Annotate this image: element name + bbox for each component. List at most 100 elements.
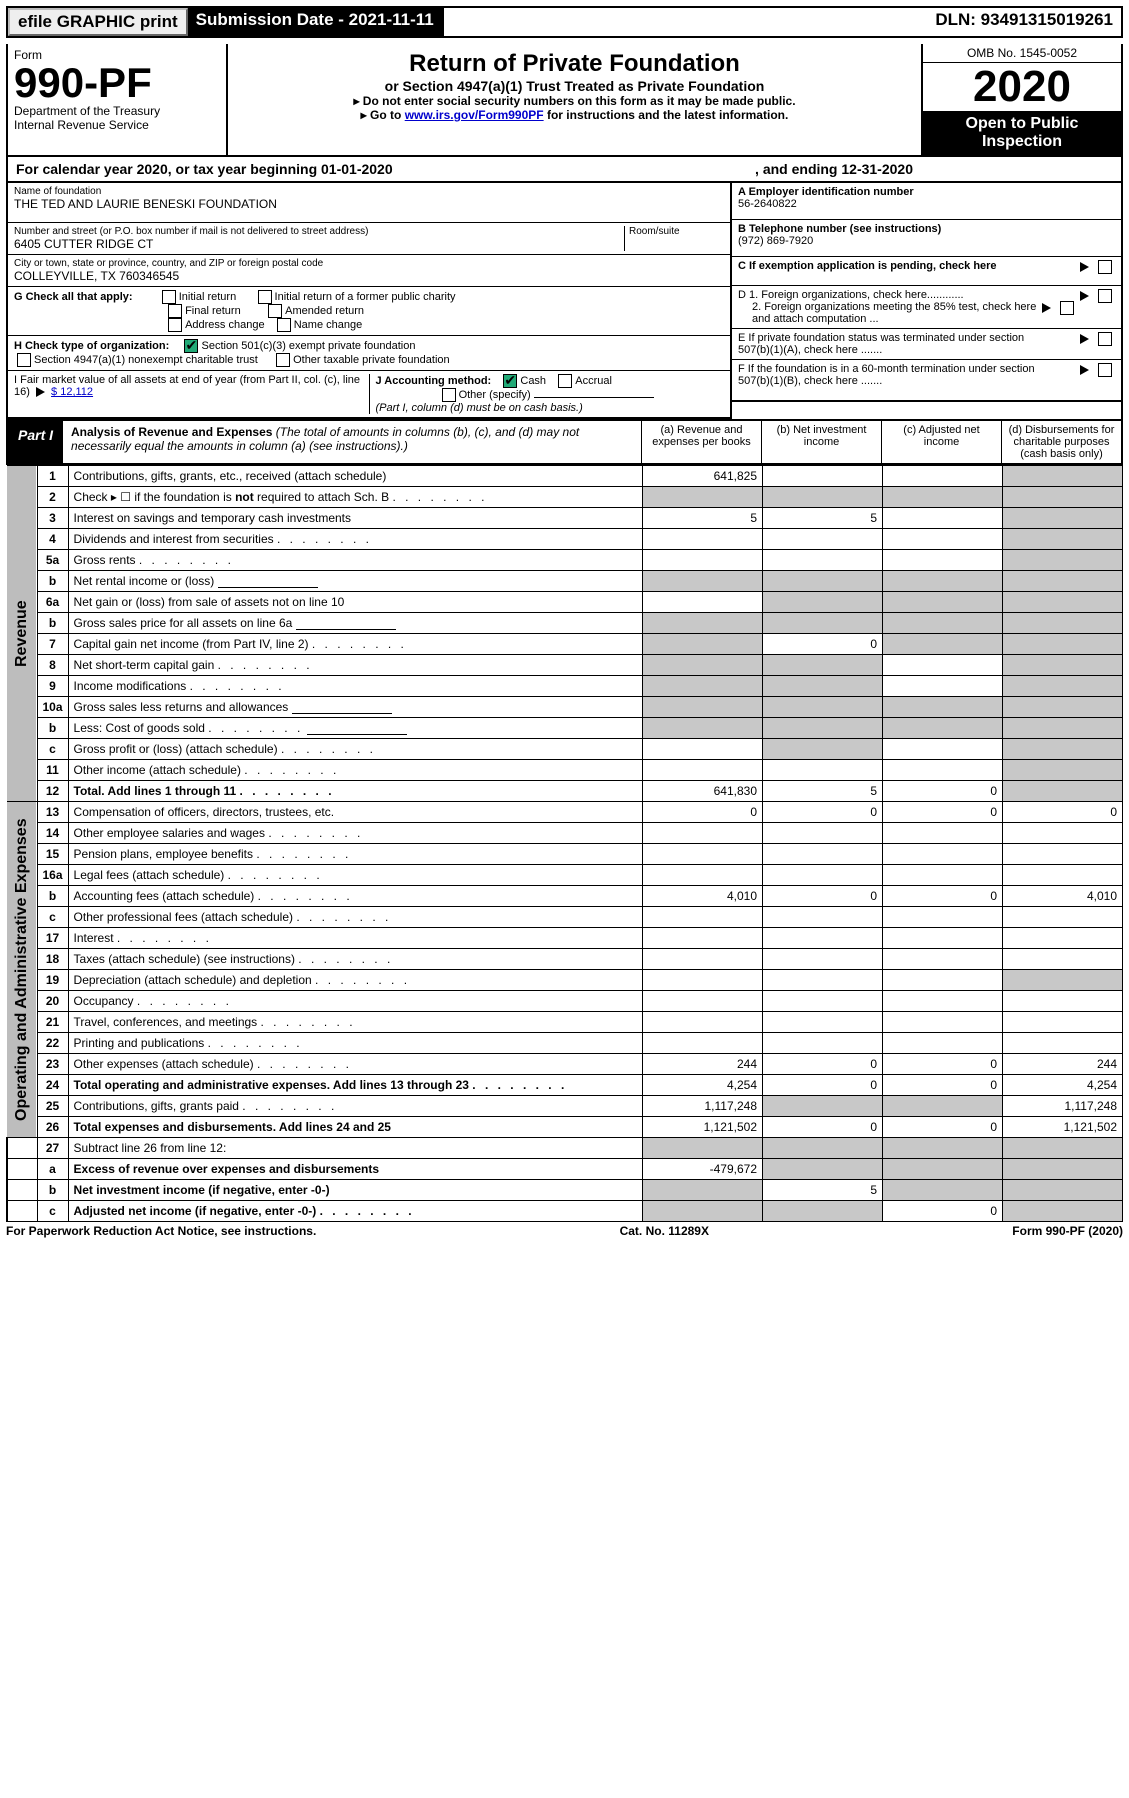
col-c-value: [883, 760, 1003, 781]
col-b-value: [763, 697, 883, 718]
h-label: H Check type of organization:: [14, 340, 169, 352]
checkbox-accrual[interactable]: [558, 374, 572, 388]
line-number: 18: [37, 949, 68, 970]
checkbox-other-taxable[interactable]: [276, 353, 290, 367]
note-ssn: ▸ Do not enter social security numbers o…: [234, 94, 915, 108]
col-a-value: [643, 970, 763, 991]
col-a-value: [643, 1012, 763, 1033]
fmv-value[interactable]: $ 12,112: [51, 386, 93, 398]
col-c-value: [883, 991, 1003, 1012]
line-label: Gross sales less returns and allowances: [68, 697, 642, 718]
col-c-value: 0: [883, 1054, 1003, 1075]
col-d-value: 4,010: [1003, 886, 1123, 907]
ein-value: 56-2640822: [738, 198, 797, 210]
checkbox-name-change[interactable]: [277, 318, 291, 332]
line-number: 26: [37, 1117, 68, 1138]
omb-number: OMB No. 1545-0052: [923, 44, 1121, 63]
tel-cell: B Telephone number (see instructions) (9…: [732, 220, 1121, 257]
col-a-value: [643, 487, 763, 508]
line-label: Less: Cost of goods sold . . . . . . . .: [68, 718, 642, 739]
line-label: Total. Add lines 1 through 11 . . . . . …: [68, 781, 642, 802]
checkbox-amended-return[interactable]: [268, 304, 282, 318]
checkbox-initial-return[interactable]: [162, 290, 176, 304]
line-number: 12: [37, 781, 68, 802]
col-d-value: [1003, 634, 1123, 655]
checkbox-other-method[interactable]: [442, 388, 456, 402]
table-row: 24Total operating and administrative exp…: [7, 1075, 1123, 1096]
checkbox-c-pending[interactable]: [1098, 260, 1112, 274]
col-c-value: [883, 718, 1003, 739]
checkbox-d2[interactable]: [1060, 301, 1074, 315]
line-number: 16a: [37, 865, 68, 886]
table-row: 26Total expenses and disbursements. Add …: [7, 1117, 1123, 1138]
table-row: 20Occupancy . . . . . . . .: [7, 991, 1123, 1012]
efile-print-label[interactable]: efile GRAPHIC print: [8, 8, 188, 36]
footer-mid: Cat. No. 11289X: [620, 1224, 709, 1238]
checkbox-e[interactable]: [1098, 332, 1112, 346]
col-b-value: [763, 1096, 883, 1117]
name-cell: Name of foundation THE TED AND LAURIE BE…: [8, 183, 730, 223]
triangle-icon: [36, 387, 45, 397]
checkbox-final-return[interactable]: [168, 304, 182, 318]
table-row: bLess: Cost of goods sold . . . . . . . …: [7, 718, 1123, 739]
checkbox-f[interactable]: [1098, 363, 1112, 377]
footer-left: For Paperwork Reduction Act Notice, see …: [6, 1224, 316, 1238]
col-d-value: [1003, 487, 1123, 508]
table-row: bGross sales price for all assets on lin…: [7, 613, 1123, 634]
checkbox-cash[interactable]: [503, 374, 517, 388]
g-opt-3: Initial return of a former public charit…: [275, 291, 456, 303]
checkbox-d1[interactable]: [1098, 289, 1112, 303]
line-label: Taxes (attach schedule) (see instruction…: [68, 949, 642, 970]
checkbox-4947a1[interactable]: [17, 353, 31, 367]
col-d-header: (d) Disbursements for charitable purpose…: [1001, 421, 1121, 463]
checkbox-501c3[interactable]: [184, 339, 198, 353]
table-row: Operating and Administrative Expenses13C…: [7, 802, 1123, 823]
line-number: b: [37, 571, 68, 592]
checkbox-initial-former[interactable]: [258, 290, 272, 304]
col-a-value: 1,117,248: [643, 1096, 763, 1117]
c-label: C If exemption application is pending, c…: [738, 260, 997, 272]
room-label: Room/suite: [629, 226, 724, 237]
calyear-end: , and ending 12-31-2020: [755, 161, 913, 177]
col-c-value: [883, 655, 1003, 676]
part1-title: Analysis of Revenue and Expenses: [71, 425, 272, 439]
line-number: 4: [37, 529, 68, 550]
line-label: Compensation of officers, directors, tru…: [68, 802, 642, 823]
col-c-value: 0: [883, 802, 1003, 823]
table-row: cOther professional fees (attach schedul…: [7, 907, 1123, 928]
table-row: 23Other expenses (attach schedule) . . .…: [7, 1054, 1123, 1075]
table-row: 10aGross sales less returns and allowanc…: [7, 697, 1123, 718]
col-b-value: [763, 1033, 883, 1054]
line-number: 10a: [37, 697, 68, 718]
section-revenue-label: Revenue: [7, 466, 37, 802]
line-label: Net investment income (if negative, ente…: [68, 1180, 642, 1201]
form990pf-link[interactable]: www.irs.gov/Form990PF: [405, 108, 544, 122]
line-label: Legal fees (attach schedule) . . . . . .…: [68, 865, 642, 886]
col-d-value: [1003, 466, 1123, 487]
col-d-value: [1003, 655, 1123, 676]
h-section: H Check type of organization: Section 50…: [8, 336, 730, 371]
col-c-value: [883, 634, 1003, 655]
col-a-value: [643, 760, 763, 781]
col-c-value: 0: [883, 886, 1003, 907]
footer-right: Form 990-PF (2020): [1012, 1224, 1123, 1238]
d2-label: 2. Foreign organizations meeting the 85%…: [738, 301, 1038, 325]
g-opt-0: Initial return: [179, 291, 236, 303]
table-row: aExcess of revenue over expenses and dis…: [7, 1159, 1123, 1180]
col-c-value: [883, 1096, 1003, 1117]
table-row: 11Other income (attach schedule) . . . .…: [7, 760, 1123, 781]
line-label: Net rental income or (loss): [68, 571, 642, 592]
d1-label: D 1. Foreign organizations, check here..…: [738, 289, 964, 301]
col-b-value: 0: [763, 886, 883, 907]
line-label: Accounting fees (attach schedule) . . . …: [68, 886, 642, 907]
g-section: G Check all that apply: Initial return I…: [8, 287, 730, 336]
city-value: COLLEYVILLE, TX 760346545: [14, 269, 724, 283]
line-label: Other expenses (attach schedule) . . . .…: [68, 1054, 642, 1075]
g-opt-4: Amended return: [285, 305, 364, 317]
col-c-value: [883, 865, 1003, 886]
checkbox-address-change[interactable]: [168, 318, 182, 332]
line-number: b: [37, 718, 68, 739]
table-row: 21Travel, conferences, and meetings . . …: [7, 1012, 1123, 1033]
col-b-value: [763, 466, 883, 487]
col-b-value: [763, 613, 883, 634]
